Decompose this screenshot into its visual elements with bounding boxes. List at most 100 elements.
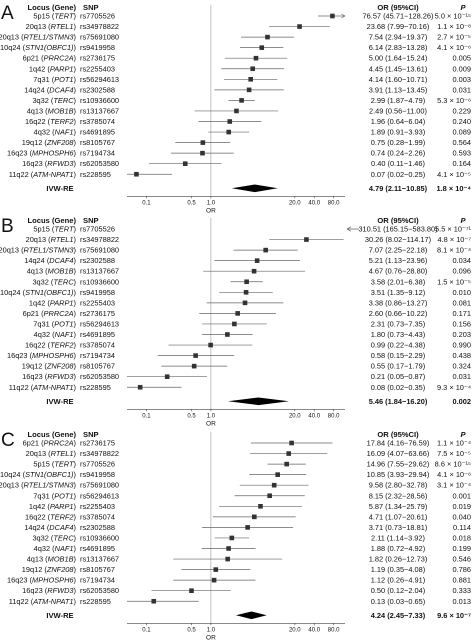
- p-value: 0.564: [453, 138, 472, 147]
- p-value: 9.3 × 10⁻⁴: [437, 383, 471, 392]
- point-estimate: [304, 237, 309, 242]
- p-value: 0.005: [453, 54, 472, 63]
- locus-label: 4q32 (NAF1): [34, 330, 76, 339]
- point-estimate: [248, 77, 253, 82]
- snp-label: rs2255403: [80, 64, 115, 73]
- point-estimate: [234, 108, 239, 114]
- p-value: 1.1 × 10⁻⁸: [437, 22, 471, 31]
- p-value: 5.5 × 10⁻⁷¹: [435, 225, 471, 234]
- locus-label: 4q13 (MOB1B): [27, 267, 76, 276]
- snp-label: rs13137667: [80, 555, 119, 564]
- p-value: 5.0 × 10⁻¹⁵: [435, 12, 471, 21]
- header-snp: SNP: [83, 216, 99, 225]
- or-value: 0.50 (0.12−2.04): [371, 586, 425, 595]
- locus-label: 10q24 (STN1(OBFC1)): [0, 288, 76, 297]
- p-value: 0.034: [453, 256, 472, 265]
- snp-label: rs4691895: [80, 330, 115, 339]
- or-value: 30.26 (8.02−114.17): [365, 235, 431, 244]
- locus-label: 6p21 (PRRC2A): [23, 309, 76, 318]
- snp-label: rs56294613: [80, 319, 119, 328]
- x-tick-label: 0.1: [142, 200, 151, 206]
- x-tick-label: 20.0: [289, 200, 301, 206]
- summary-diamond: [236, 611, 267, 620]
- p-value: 0.164: [453, 159, 472, 168]
- snp-label: rs2302588: [80, 85, 115, 94]
- summary-diamond: [231, 184, 278, 193]
- or-value: 5.00 (1.64−15.24): [369, 54, 428, 63]
- snp-label: rs10936600: [80, 533, 119, 542]
- x-tick-label: 40.0: [308, 627, 320, 633]
- x-tick-label: 0.5: [187, 413, 196, 419]
- snp-label: rs8105767: [80, 138, 115, 147]
- p-value: 0.881: [453, 576, 472, 585]
- snp-label: rs2736175: [80, 309, 115, 318]
- or-value: 23.68 (7.99−70.16): [367, 22, 430, 31]
- snp-label: rs10936600: [80, 277, 119, 286]
- point-estimate: [246, 87, 252, 93]
- or-value: 7.07 (2.25−22.18): [369, 246, 428, 255]
- point-estimate: [191, 363, 197, 369]
- point-estimate: [265, 34, 270, 40]
- point-estimate: [244, 279, 249, 285]
- or-value: 1.80 (0.73−4.43): [371, 330, 425, 339]
- p-value: 0.018: [453, 533, 472, 542]
- summary-p-value: 1.8 × 10⁻⁴: [437, 184, 472, 193]
- locus-label: 4q13 (MOB1B): [27, 106, 76, 115]
- p-value: 0.438: [453, 351, 472, 360]
- locus-label: 3q32 (TERC): [32, 96, 76, 105]
- point-estimate: [289, 440, 294, 446]
- x-tick-label: 1.0: [207, 627, 216, 633]
- p-value: 4.1 × 10⁻⁶: [437, 43, 471, 52]
- or-value: 8.15 (2.32−28.56): [369, 491, 428, 500]
- locus-label: 16q23 (RFWD3): [22, 372, 76, 381]
- snp-label: rs2302588: [80, 523, 115, 532]
- snp-label: rs56294613: [80, 75, 119, 84]
- or-value: 0.07 (0.02−0.25): [371, 170, 425, 179]
- locus-label: 6p21 (PRRC2A): [23, 439, 76, 448]
- locus-label: 3q32 (TERC): [32, 533, 76, 542]
- locus-label: 6p21 (PRRC2A): [23, 54, 76, 63]
- p-value: 0.990: [453, 341, 472, 350]
- x-axis-label: OR: [206, 207, 216, 214]
- locus-label: 16q23 (MPHOSPH6): [7, 576, 76, 585]
- point-estimate: [252, 514, 257, 520]
- snp-label: rs2255403: [80, 298, 115, 307]
- snp-label: rs7705526: [80, 460, 115, 469]
- or-value: 1.96 (0.64−6.04): [371, 117, 425, 126]
- panel-label: C: [1, 430, 15, 451]
- p-value: 0.003: [453, 75, 472, 84]
- x-axis-label: OR: [206, 420, 216, 427]
- locus-label: 16q23 (MPHOSPH6): [7, 351, 76, 360]
- or-value: 0.55 (0.17−1.79): [371, 362, 425, 371]
- point-estimate: [200, 150, 205, 156]
- snp-label: rs13137667: [80, 267, 119, 276]
- snp-label: rs62053580: [80, 586, 119, 595]
- locus-label: 16q22 (TERF2): [25, 512, 76, 521]
- point-estimate: [286, 451, 292, 456]
- header-snp: SNP: [83, 3, 99, 12]
- or-value: 2.49 (0.56−11.00): [369, 106, 427, 115]
- or-value: 3.38 (0.86−13.27): [369, 298, 428, 307]
- locus-label: 10q24 (STN1(OBFC1)): [0, 43, 76, 52]
- or-value: 1.82 (0.26−12.73): [369, 555, 428, 564]
- p-value: 0.081: [453, 298, 472, 307]
- point-estimate: [134, 171, 139, 177]
- or-value: 0.74 (0.24−2.26): [371, 149, 425, 158]
- locus-label: 11q22 (ATM-NPAT1): [9, 597, 76, 606]
- or-value: 0.21 (0.05−0.87): [371, 372, 425, 381]
- or-value: 310.51 (165.15−583.80): [358, 225, 437, 234]
- p-value: 2.7 × 10⁻⁵: [437, 33, 471, 42]
- header-locus: Locus (Gene): [27, 3, 76, 12]
- p-value: 7.5 × 10⁻⁵: [437, 449, 471, 458]
- p-value: 0.240: [453, 117, 472, 126]
- locus-label: 20q13 (RTEL1): [26, 449, 76, 458]
- p-value: 0.324: [453, 362, 472, 371]
- snp-label: rs228595: [80, 383, 111, 392]
- point-estimate: [258, 504, 263, 509]
- or-value: 4.14 (1.60−10.71): [369, 75, 428, 84]
- snp-label: rs62053580: [80, 159, 119, 168]
- header-p: P: [460, 430, 466, 439]
- or-value: 6.14 (2.83−13.28): [369, 43, 428, 52]
- summary-or-value: 5.46 (1.84−16.20): [369, 397, 428, 406]
